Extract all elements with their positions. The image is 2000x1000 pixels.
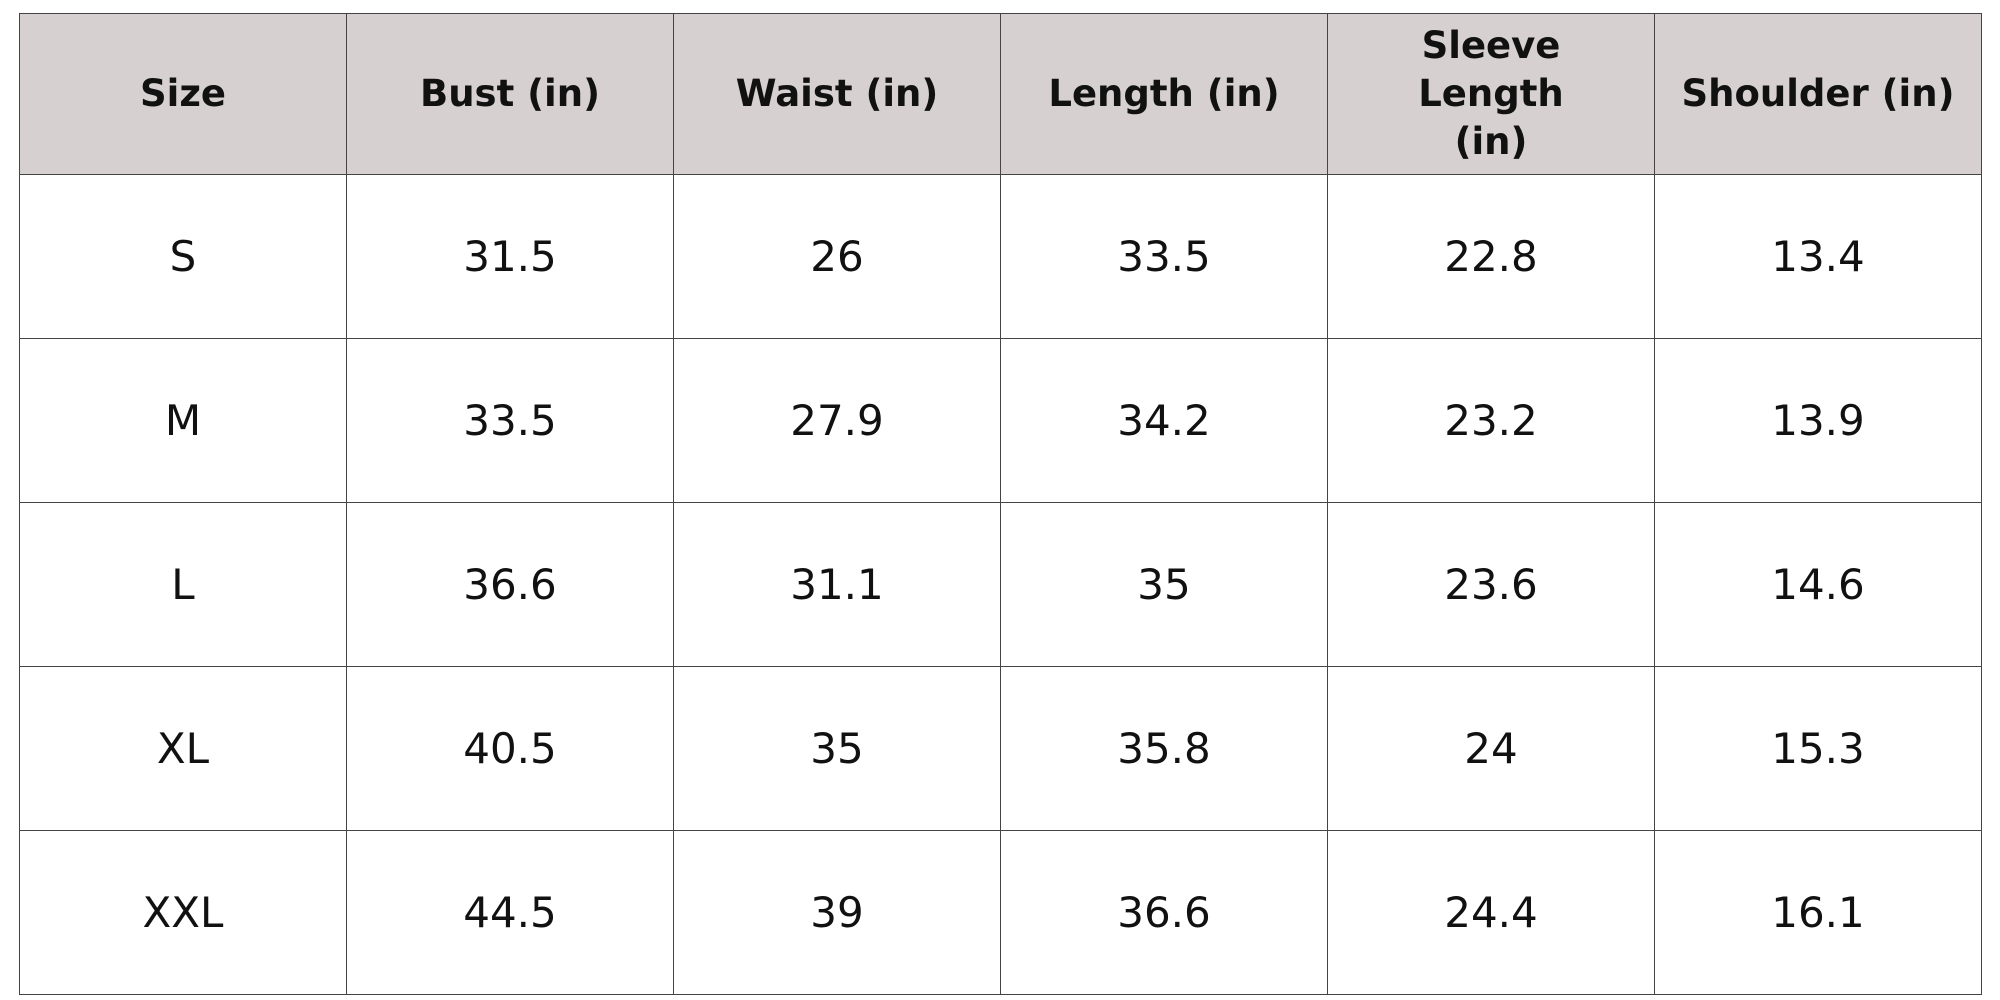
- table-row: M 33.5 27.9 34.2 23.2 13.9: [19, 338, 1982, 503]
- measurement-cell: 33.5: [346, 338, 674, 503]
- column-header: Size: [19, 13, 347, 175]
- measurement-cell: 33.5: [1000, 174, 1328, 339]
- measurement-cell: 31.5: [346, 174, 674, 339]
- measurement-cell: 26: [673, 174, 1001, 339]
- measurement-cell: 27.9: [673, 338, 1001, 503]
- measurement-cell: 39: [673, 830, 1001, 995]
- measurement-cell: 35: [1000, 502, 1328, 667]
- header-text: Length (in): [1048, 71, 1280, 115]
- table-body: S 31.5 26 33.5 22.8 13.4 M 33.5 27.9 34.2 23.2 13.9…: [19, 174, 1982, 995]
- header-text: Sleeve Length (in): [1418, 23, 1564, 164]
- column-header: Shoulder (in): [1654, 13, 1982, 175]
- measurement-cell: 14.6: [1654, 502, 1982, 667]
- measurement-cell: 44.5: [346, 830, 674, 995]
- size-table: Size Bust (in) Waist (in) Length (in) Sleeve…: [19, 13, 1982, 995]
- size-cell: L: [19, 502, 347, 667]
- measurement-cell: 35.8: [1000, 666, 1328, 831]
- measurement-cell: 23.6: [1327, 502, 1655, 667]
- measurement-cell: 22.8: [1327, 174, 1655, 339]
- header-text: Waist (in): [735, 71, 939, 115]
- measurement-cell: 13.4: [1654, 174, 1982, 339]
- measurement-cell: 35: [673, 666, 1001, 831]
- measurement-cell: 34.2: [1000, 338, 1328, 503]
- header-text: Size: [140, 71, 226, 115]
- column-header: Waist (in): [673, 13, 1001, 175]
- size-cell: XXL: [19, 830, 347, 995]
- table-row: XL 40.5 35 35.8 24 15.3: [19, 666, 1982, 831]
- measurement-cell: 24.4: [1327, 830, 1655, 995]
- table-row: L 36.6 31.1 35 23.6 14.6: [19, 502, 1982, 667]
- measurement-cell: 36.6: [1000, 830, 1328, 995]
- size-cell: M: [19, 338, 347, 503]
- table-header: Size Bust (in) Waist (in) Length (in) Sleeve…: [19, 13, 1982, 175]
- table-row: XXL 44.5 39 36.6 24.4 16.1: [19, 830, 1982, 995]
- measurement-cell: 23.2: [1327, 338, 1655, 503]
- measurement-cell: 36.6: [346, 502, 674, 667]
- header-text: Bust (in): [420, 71, 600, 115]
- header-text: Shoulder (in): [1681, 71, 1955, 115]
- measurement-cell: 31.1: [673, 502, 1001, 667]
- measurement-cell: 13.9: [1654, 338, 1982, 503]
- size-chart: Size Bust (in) Waist (in) Length (in) Sleeve…: [19, 13, 1982, 995]
- measurement-cell: 24: [1327, 666, 1655, 831]
- size-cell: XL: [19, 666, 347, 831]
- table-row: S 31.5 26 33.5 22.8 13.4: [19, 174, 1982, 339]
- measurement-cell: 16.1: [1654, 830, 1982, 995]
- column-header: Length (in): [1000, 13, 1328, 175]
- measurement-cell: 15.3: [1654, 666, 1982, 831]
- header-row: Size Bust (in) Waist (in) Length (in) Sleeve…: [19, 13, 1982, 175]
- column-header: Sleeve Length (in): [1327, 13, 1655, 175]
- size-cell: S: [19, 174, 347, 339]
- measurement-cell: 40.5: [346, 666, 674, 831]
- column-header: Bust (in): [346, 13, 674, 175]
